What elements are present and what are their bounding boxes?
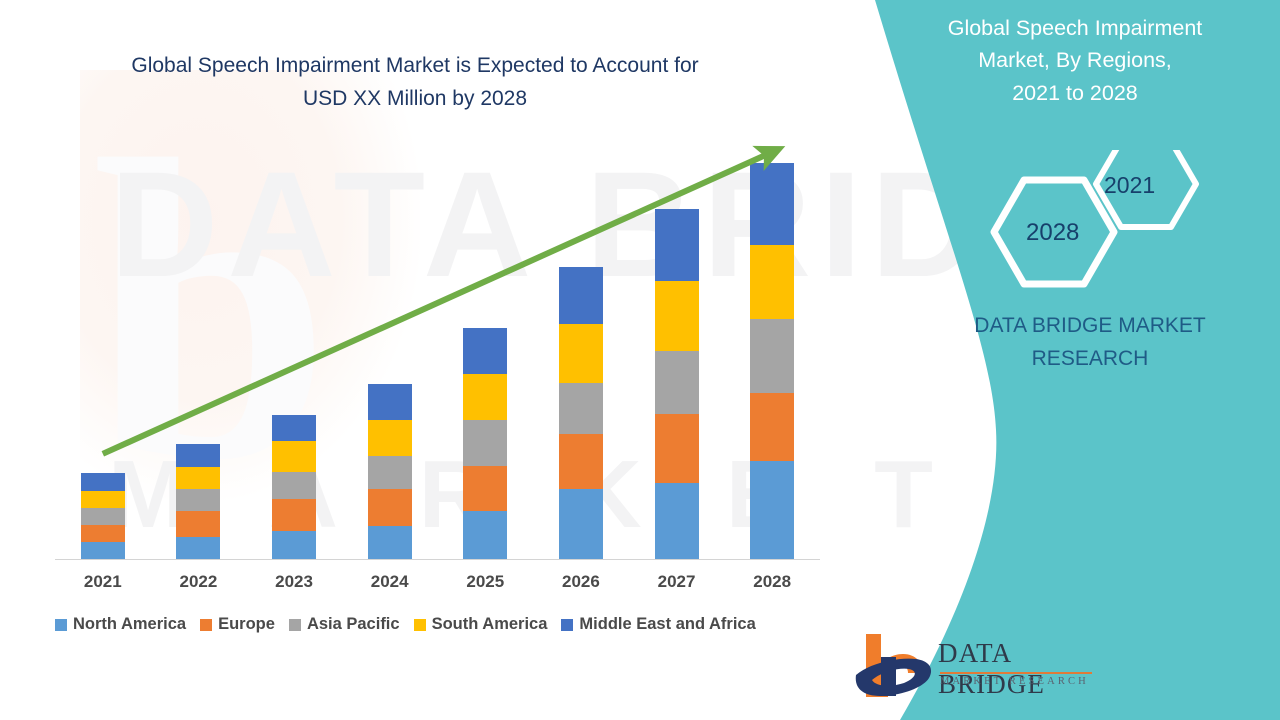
bar-segment bbox=[558, 383, 603, 434]
brand-panel: Global Speech Impairment Market, By Regi… bbox=[840, 0, 1280, 720]
bar-segment bbox=[463, 510, 508, 560]
legend-swatch-icon bbox=[413, 618, 426, 631]
x-axis-label-2024: 2024 bbox=[370, 572, 409, 591]
logo-mark-icon bbox=[855, 634, 932, 697]
chart-title-line-2: USD XX Million by 2028 bbox=[302, 86, 528, 110]
brand-name-line-2: RESEARCH bbox=[1031, 346, 1149, 370]
legend-item[interactable]: Asia Pacific bbox=[288, 615, 400, 634]
hexagon-badge-2021-label: 2021 bbox=[1104, 172, 1156, 198]
legend-swatch-icon bbox=[55, 618, 67, 631]
legend-swatch-icon bbox=[200, 618, 213, 631]
bar-segment bbox=[80, 524, 125, 543]
bar-segment bbox=[463, 328, 508, 374]
stacked-bar-plot bbox=[55, 145, 820, 560]
bar-segment bbox=[750, 318, 795, 394]
bar-segment bbox=[463, 373, 508, 420]
chart-pane: Global Speech Impairment Market is Expec… bbox=[0, 50, 845, 634]
bar-2027 bbox=[654, 209, 699, 560]
bar-segment bbox=[463, 465, 508, 511]
bar-segment bbox=[654, 350, 699, 415]
bar-segment bbox=[654, 414, 699, 484]
bar-segment bbox=[750, 245, 795, 319]
bar-segment bbox=[654, 483, 699, 560]
panel-title-line-3: 2021 to 2028 bbox=[1012, 80, 1138, 105]
x-axis-label-2028: 2028 bbox=[753, 572, 792, 591]
page-title: Global Speech Impairment Market is Expec… bbox=[0, 50, 830, 115]
legend-label: Europe bbox=[218, 615, 275, 633]
bar-segment bbox=[80, 508, 125, 525]
bar-2025 bbox=[463, 328, 508, 560]
bar-segment bbox=[750, 461, 795, 560]
legend-label: North America bbox=[73, 615, 187, 633]
brand-name: DATA BRIDGE MARKET RESEARCH bbox=[920, 310, 1260, 375]
panel-title: Global Speech Impairment Market, By Regi… bbox=[880, 12, 1270, 109]
legend-item[interactable]: Europe bbox=[200, 615, 275, 634]
brand-name-line-1: DATA BRIDGE MARKET bbox=[974, 314, 1206, 337]
bar-segment bbox=[654, 209, 699, 281]
hexagon-2028-shape bbox=[990, 176, 1118, 288]
bar-segment bbox=[80, 542, 125, 560]
legend-label: South America bbox=[431, 615, 548, 633]
legend-item[interactable]: North America bbox=[55, 615, 186, 634]
x-axis-label-2027: 2027 bbox=[657, 572, 696, 591]
bar-segment bbox=[558, 488, 603, 560]
bar-segment bbox=[750, 162, 795, 246]
chart-title-line-1: Global Speech Impairment Market is Expec… bbox=[131, 54, 699, 77]
bar-segment bbox=[463, 419, 508, 466]
hexagon-badge-2028-label: 2028 bbox=[1026, 219, 1080, 246]
growth-trend-arrow bbox=[101, 145, 786, 457]
bar-2028 bbox=[750, 162, 795, 560]
axis-baseline bbox=[55, 559, 820, 560]
legend-item[interactable]: Middle East and Africa bbox=[561, 615, 756, 634]
bar-segment bbox=[176, 537, 221, 560]
legend-label: Middle East and Africa bbox=[579, 615, 756, 633]
legend-swatch-icon bbox=[561, 618, 574, 631]
bar-segment bbox=[272, 499, 317, 532]
panel-title-line-1: Global Speech Impairment bbox=[947, 16, 1203, 40]
x-axis-label-2025: 2025 bbox=[466, 572, 505, 591]
x-axis-label-2026: 2026 bbox=[562, 572, 600, 591]
company-logo: DATA BRIDGE MARKET RESEARCH bbox=[850, 630, 1100, 710]
bar-segment bbox=[750, 393, 795, 462]
legend-item[interactable]: South America bbox=[413, 615, 548, 634]
panel-title-line-2: Market, By Regions, bbox=[978, 48, 1172, 73]
bar-segment bbox=[272, 531, 317, 560]
x-axis-label-2023: 2023 bbox=[275, 572, 313, 591]
x-axis-label-2022: 2022 bbox=[179, 572, 218, 591]
bar-2026 bbox=[558, 267, 603, 560]
bar-segment bbox=[367, 525, 412, 560]
logo-subtitle: MARKET RESEARCH bbox=[940, 676, 1089, 687]
legend-label: Asia Pacific bbox=[306, 615, 400, 633]
logo-wordmark: DATA BRIDGE bbox=[938, 638, 1045, 699]
bar-segment bbox=[558, 433, 603, 489]
bar-segment bbox=[558, 324, 603, 384]
logo-divider bbox=[940, 672, 1092, 674]
teal-background-shape bbox=[875, 0, 1280, 720]
bar-segment bbox=[176, 510, 221, 538]
legend-swatch-icon bbox=[288, 618, 301, 631]
x-axis-label-2021: 2021 bbox=[83, 572, 122, 591]
x-axis-labels: 2021 2022 2023 2024 2025 2026 2027 2028 bbox=[55, 572, 820, 598]
brand-panel-content: Global Speech Impairment Market, By Regi… bbox=[840, 0, 1280, 720]
bar-segment bbox=[558, 267, 603, 325]
chart-legend: North America Europe Asia Pacific South Ame… bbox=[55, 615, 845, 634]
bar-segment bbox=[654, 280, 699, 351]
